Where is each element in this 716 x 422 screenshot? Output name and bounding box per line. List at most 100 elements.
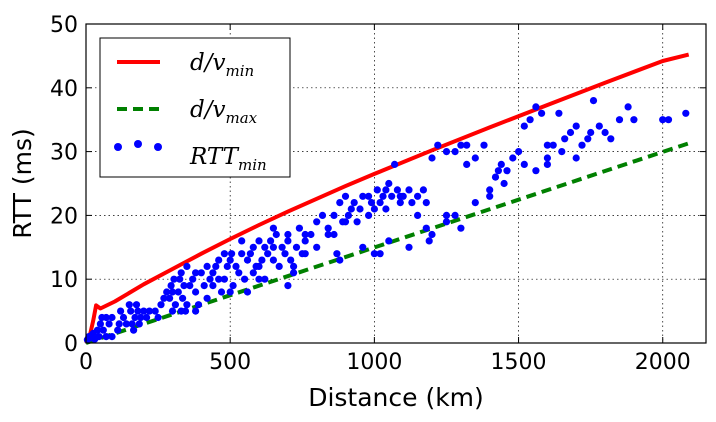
scatter-point: [491, 173, 500, 181]
scatter-point: [555, 109, 563, 117]
scatter-point: [108, 313, 116, 322]
scatter-point: [324, 224, 332, 232]
scatter-point: [385, 179, 393, 188]
scatter-point: [261, 275, 269, 283]
scatter-point: [347, 205, 355, 213]
scatter-point: [425, 237, 433, 245]
scatter-point: [624, 103, 632, 111]
scatter-point: [515, 148, 523, 156]
scatter-point: [664, 116, 673, 124]
scatter-point: [457, 224, 465, 232]
scatter-point: [451, 211, 459, 219]
scatter-point: [408, 199, 416, 207]
scatter-point: [434, 141, 442, 149]
scatter-point: [212, 262, 220, 270]
scatter-point: [486, 192, 494, 200]
scatter-point: [344, 211, 352, 219]
scatter-point: [587, 128, 595, 137]
scatter-point: [167, 282, 175, 290]
scatter-point: [137, 313, 145, 322]
scatter-point: [558, 148, 566, 156]
legend-marker: [154, 143, 162, 151]
scatter-point: [543, 154, 552, 162]
scatter-point: [589, 97, 598, 105]
scatter-point: [246, 250, 254, 258]
scatter-point: [376, 199, 384, 207]
scatter-point: [154, 313, 162, 322]
scatter-point: [220, 250, 228, 258]
scatter-point: [388, 192, 396, 200]
scatter-point: [287, 256, 295, 264]
scatter-point: [330, 211, 338, 219]
scatter-point: [682, 109, 690, 117]
scatter-point: [180, 282, 188, 290]
scatter-point: [255, 237, 263, 245]
scatter-point: [367, 199, 376, 207]
scatter-point: [520, 122, 528, 130]
scatter-point: [269, 224, 277, 232]
scatter-point: [520, 160, 528, 168]
scatter-point: [494, 167, 502, 175]
scatter-point: [93, 326, 102, 334]
legend-label: d/vmin: [190, 50, 254, 80]
scatter-point: [365, 192, 373, 200]
scatter-point: [659, 116, 667, 124]
scatter-point: [471, 154, 479, 162]
scatter-point: [197, 269, 205, 277]
axis-ticks: 0 500 1000 1500 2000 0 10 20 30 40 50: [50, 13, 706, 375]
scatter-point: [209, 282, 217, 290]
scatter-point: [145, 307, 153, 315]
scatter-point: [209, 269, 217, 277]
scatter-point: [275, 262, 283, 270]
scatter-point: [215, 256, 223, 264]
scatter-point: [241, 275, 249, 283]
y-axis-title: RTT (ms): [8, 128, 37, 239]
scatter-point: [341, 192, 350, 200]
scatter-point: [497, 160, 505, 168]
scatter-point: [480, 141, 488, 149]
scatter-point: [336, 199, 344, 207]
scatter-point: [151, 307, 159, 315]
scatter-point: [359, 243, 367, 251]
scatter-point: [422, 199, 430, 207]
y-tick-label: 20: [50, 204, 78, 229]
x-axis-title: Distance (km): [308, 383, 484, 412]
scatter-point: [278, 243, 286, 251]
legend-marker: [134, 140, 142, 148]
scatter-point: [176, 275, 184, 283]
scatter-point: [503, 167, 511, 175]
scatter-point: [414, 192, 422, 200]
scatter-point: [356, 205, 364, 213]
x-tick-label: 500: [209, 350, 251, 375]
series-line-d-v-min: [84, 52, 690, 344]
plot-frame: [85, 23, 707, 344]
scatter-point: [168, 288, 177, 296]
scatter-point: [267, 237, 275, 245]
scatter-point: [584, 135, 592, 143]
scatter-point: [532, 167, 540, 175]
scatter-point: [192, 307, 200, 315]
x-tick-label: 0: [79, 350, 93, 375]
scatter-point: [255, 275, 263, 283]
scatter-point: [341, 218, 350, 226]
y-tick-label: 0: [64, 332, 78, 357]
scatter-point: [143, 313, 151, 322]
legend-label: RTTmin: [189, 144, 267, 174]
scatter-point: [168, 307, 177, 315]
scatter-point: [313, 243, 321, 251]
scatter-point: [393, 186, 401, 194]
scatter-point: [217, 288, 226, 296]
scatter-point: [255, 262, 263, 270]
scatter-point: [189, 275, 197, 283]
scatter-point: [509, 154, 517, 162]
x-tick-label: 1000: [346, 350, 402, 375]
x-tick-label: 2000: [635, 350, 691, 375]
scatter-point: [96, 320, 104, 328]
scatter-point: [365, 211, 373, 219]
scatter-point: [102, 313, 110, 322]
scatter-point: [160, 294, 168, 302]
scatter-point: [102, 333, 110, 341]
scatter-point: [379, 192, 387, 200]
legend-marker: [114, 143, 122, 151]
scatter-point: [353, 218, 361, 226]
